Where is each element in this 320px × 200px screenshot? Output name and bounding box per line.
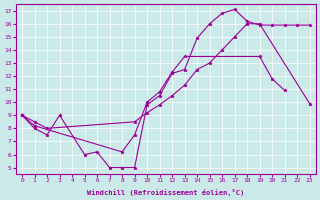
- X-axis label: Windchill (Refroidissement éolien,°C): Windchill (Refroidissement éolien,°C): [87, 189, 244, 196]
